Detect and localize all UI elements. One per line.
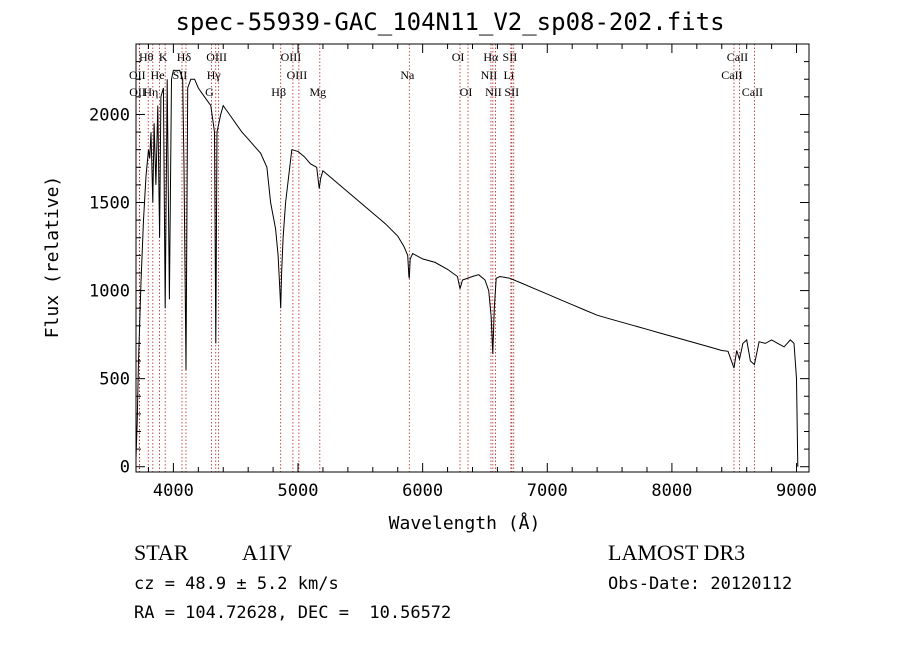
line-label-6: Hδ (177, 50, 192, 64)
line-label-21: Li (504, 68, 515, 82)
y-tick-label-1500: 1500 (89, 194, 130, 214)
plot-frame (135, 43, 810, 473)
line-label-17: OI (460, 85, 473, 99)
y-axis-label: Flux (relative) (42, 176, 63, 339)
x-tick-label-7000: 7000 (527, 481, 568, 501)
line-label-25: CaII (721, 68, 742, 82)
line-label-3: Hη (143, 85, 158, 99)
redshift-cz: cz = 48.9 ± 5.2 km/s (134, 574, 339, 594)
y-tick-label-1000: 1000 (89, 282, 130, 302)
x-tick-label-6000: 6000 (402, 481, 443, 501)
obs-date: Obs-Date: 20120112 (608, 574, 793, 594)
line-label-26: CaII (742, 85, 763, 99)
line-label-18: Hα (483, 50, 499, 64)
line-label-13: Hβ (271, 85, 286, 99)
line-label-1: OII (129, 68, 146, 82)
x-tick-label-4000: 4000 (153, 481, 194, 501)
line-label-8: OIII (206, 50, 227, 64)
line-label-9: Hγ (207, 68, 222, 82)
line-label-4: K (159, 50, 168, 64)
line-label-10: G (205, 85, 214, 99)
x-tick-label-8000: 8000 (651, 481, 692, 501)
line-label-15: Na (400, 68, 415, 82)
spectrum-line (135, 69, 799, 467)
line-label-16: OI (452, 50, 465, 64)
line-label-2: OII (129, 85, 146, 99)
chart-title: spec-55939-GAC_104N11_V2_sp08-202.fits (175, 8, 725, 36)
x-axis-label: Wavelength (Å) (389, 512, 541, 534)
x-tick-label-5000: 5000 (278, 481, 319, 501)
line-label-0: Hθ (139, 50, 154, 64)
survey-label: LAMOST DR3 (608, 540, 746, 565)
line-label-5: He (151, 68, 165, 82)
line-label-12: OIII (287, 68, 308, 82)
line-label-14: Mg (309, 85, 326, 99)
line-label-11: OIII (281, 50, 302, 64)
line-label-19: SII (503, 50, 518, 64)
y-tick-label-2000: 2000 (89, 105, 130, 125)
line-label-7: SII (173, 68, 188, 82)
x-tick-label-9000: 9000 (776, 481, 817, 501)
y-tick-label-500: 500 (99, 370, 130, 390)
line-label-23: SII (504, 85, 519, 99)
line-label-22: NII (485, 85, 502, 99)
coordinates: RA = 104.72628, DEC = 10.56572 (134, 603, 452, 623)
object-class: STAR (134, 540, 189, 565)
line-label-20: NII (481, 68, 498, 82)
object-subclass: A1IV (242, 540, 293, 565)
y-tick-label-0: 0 (120, 458, 130, 478)
line-label-24: CaII (727, 50, 748, 64)
